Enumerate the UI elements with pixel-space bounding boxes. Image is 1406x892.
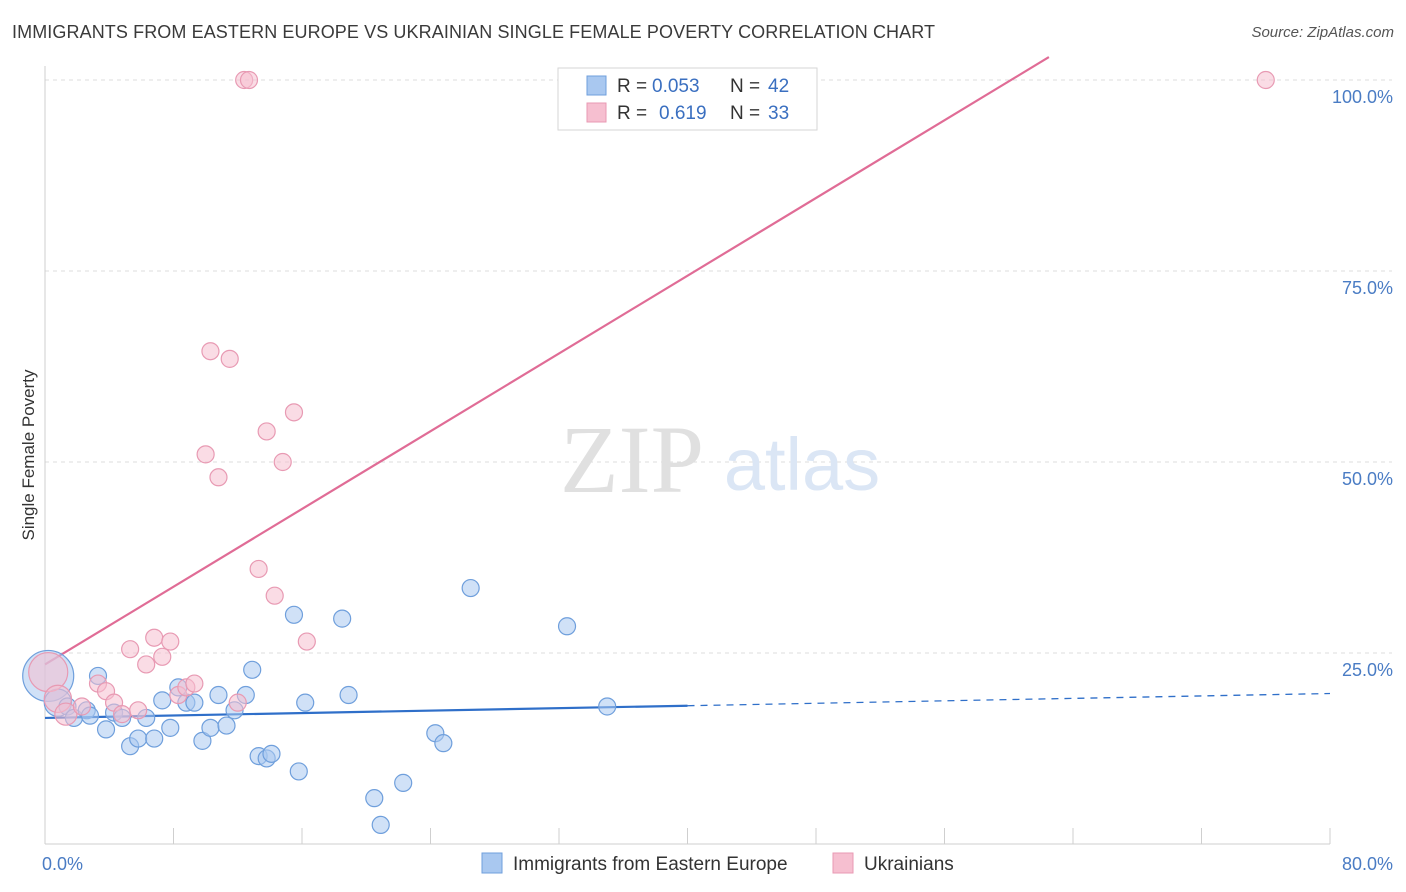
pink-point-16 xyxy=(185,674,204,693)
watermark-zip: ZIP xyxy=(560,406,704,513)
pink-point-29 xyxy=(297,632,316,651)
blue-point-11 xyxy=(129,729,148,748)
pink-point-12 xyxy=(153,647,172,666)
blue-point-35 xyxy=(371,815,390,835)
y-tick-label-75: 75.0% xyxy=(1342,278,1393,298)
pink-point-25 xyxy=(257,422,276,441)
grid-lines xyxy=(45,79,1392,654)
legend-r-label-pink: R = xyxy=(617,103,647,124)
legend-n-value-pink: 33 xyxy=(768,103,789,124)
legend-box: R = 0.053 N = 42 R = 0.619 N = 33 xyxy=(557,67,818,131)
y-tick-label-25: 25.0% xyxy=(1342,660,1393,680)
y-tick-label-50: 50.0% xyxy=(1342,469,1393,489)
blue-point-40 xyxy=(557,617,577,636)
blue-point-22 xyxy=(217,716,236,735)
y-axis-label: Single Female Poverty xyxy=(19,369,38,541)
pink-point-11 xyxy=(145,628,164,647)
blue-point-29 xyxy=(284,605,304,624)
tick-labels: 25.0% 50.0% 75.0% 100.0% 0.0% 80.0% xyxy=(42,87,1393,874)
legend-r-value-pink: 0.619 xyxy=(659,103,707,124)
blue-point-13 xyxy=(145,729,164,748)
bottom-legend-label-blue: Immigrants from Eastern Europe xyxy=(513,854,788,875)
blue-point-34 xyxy=(365,789,384,808)
pink-point-19 xyxy=(209,468,228,487)
pink-trend-line xyxy=(44,56,1050,666)
blue-point-33 xyxy=(339,685,358,705)
pink-point-27 xyxy=(273,452,292,472)
pink-point-7 xyxy=(112,705,132,724)
legend-r-value-blue: 0.053 xyxy=(652,76,700,97)
blue-point-41 xyxy=(598,697,617,716)
blue-point-7 xyxy=(96,720,116,739)
blue-point-15 xyxy=(161,718,180,737)
pink-point-23 xyxy=(239,70,259,90)
pink-point-3 xyxy=(72,697,92,716)
pink-point-18 xyxy=(201,342,220,361)
data-points xyxy=(22,70,1275,835)
pink-point-9 xyxy=(129,701,148,720)
x-tick-label-80: 80.0% xyxy=(1342,854,1393,874)
pink-point-10 xyxy=(137,655,156,674)
watermark-atlas: atlas xyxy=(724,423,880,506)
watermark: ZIP atlas xyxy=(560,406,880,513)
blue-point-31 xyxy=(296,693,315,712)
pink-point-24 xyxy=(249,559,268,579)
pink-point-28 xyxy=(284,403,304,422)
blue-point-20 xyxy=(201,718,220,737)
bottom-legend-label-pink: Ukrainians xyxy=(864,854,954,875)
blue-point-38 xyxy=(434,734,453,753)
blue-point-19 xyxy=(193,731,212,750)
pink-point-13 xyxy=(161,632,180,651)
pink-point-21 xyxy=(228,693,247,712)
blue-point-32 xyxy=(333,609,352,628)
legend-n-label-pink: N = xyxy=(730,103,760,124)
trend-lines xyxy=(44,56,1331,720)
blue-point-25 xyxy=(243,660,262,679)
source-label: Source: ZipAtlas.com xyxy=(1251,24,1394,41)
pink-point-26 xyxy=(265,586,284,605)
legend-r-label-blue: R = xyxy=(617,76,647,97)
blue-point-18 xyxy=(185,693,204,712)
blue-point-39 xyxy=(461,578,480,598)
pink-point-20 xyxy=(220,349,239,368)
bottom-legend: Immigrants from Eastern Europe Ukrainian… xyxy=(481,852,954,875)
pink-point-17 xyxy=(196,445,215,464)
legend-swatch-blue xyxy=(586,75,607,96)
legend-n-value-blue: 42 xyxy=(768,76,789,97)
x-tick-label-0: 0.0% xyxy=(42,854,83,874)
legend-n-label-blue: N = xyxy=(730,76,760,97)
pink-point-30 xyxy=(1256,70,1275,90)
axes xyxy=(44,66,1331,845)
blue-point-21 xyxy=(209,685,228,705)
chart-title: IMMIGRANTS FROM EASTERN EUROPE VS UKRAIN… xyxy=(12,22,936,42)
blue-point-14 xyxy=(153,691,172,710)
pink-point-8 xyxy=(121,640,140,659)
pink-point-2 xyxy=(54,702,78,726)
blue-point-30 xyxy=(289,762,308,781)
bottom-legend-swatch-blue xyxy=(481,852,503,874)
blue-point-36 xyxy=(394,773,413,792)
legend-swatch-pink xyxy=(586,102,607,123)
bottom-legend-swatch-pink xyxy=(832,852,854,874)
y-tick-label-100: 100.0% xyxy=(1332,87,1393,107)
blue-trend-extension xyxy=(687,692,1331,707)
blue-point-28 xyxy=(262,744,281,763)
